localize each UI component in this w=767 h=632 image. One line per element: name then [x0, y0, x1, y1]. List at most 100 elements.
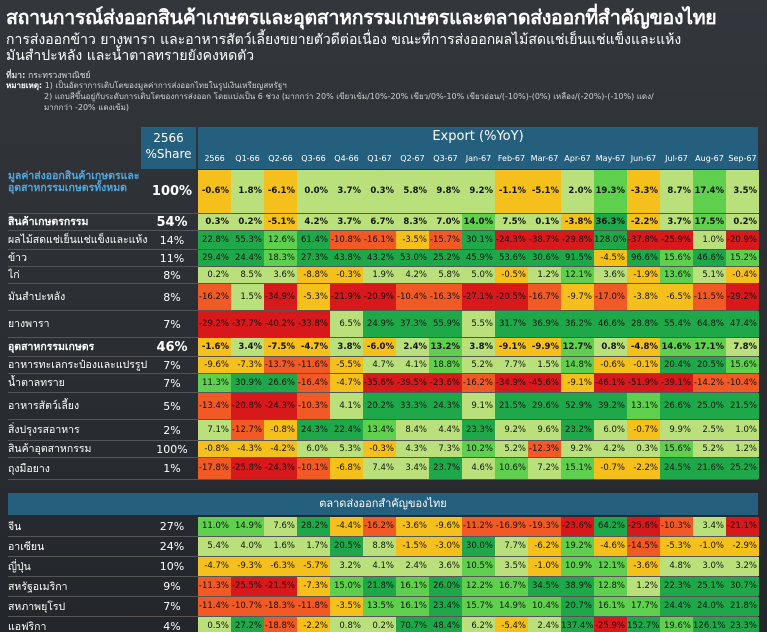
row-cell-3-14: 15.6%: [660, 250, 693, 266]
row-cell-7-0: -1.6%: [198, 338, 231, 356]
market-cell-5-6: 70.7%: [396, 617, 429, 632]
market-cell-0-8: -11.2%: [462, 517, 495, 536]
row-cell-13-10: 7.2%: [528, 458, 561, 479]
market-cell-2-9: 3.5%: [495, 557, 528, 576]
row-cell-13-14: 24.5%: [660, 458, 693, 479]
market-cell-1-15: -1.0%: [693, 537, 726, 556]
row-cell-4-16: -0.4%: [726, 267, 759, 283]
row-separator-9: [8, 392, 758, 393]
market-share-1: 24%: [159, 540, 185, 553]
row-cell-7-15: 17.1%: [693, 338, 726, 356]
row-cell-2-1: 55.3%: [231, 231, 264, 249]
row-cell-11-3: 24.3%: [297, 420, 330, 440]
market-cell-1-1: 4.0%: [231, 537, 264, 556]
row-cell-1-1: 0.2%: [231, 214, 264, 230]
row-cell-1-11: -3.8%: [561, 214, 594, 230]
market-cell-3-2: -21.5%: [264, 577, 297, 596]
row-cell-2-16: -20.9%: [726, 231, 759, 249]
row-cell-10-1: -20.8%: [231, 393, 264, 419]
market-label-2: ญี่ปุ่น: [8, 561, 31, 573]
row-cell-7-2: -7.5%: [264, 338, 297, 356]
market-cell-0-10: -19.3%: [528, 517, 561, 536]
row-cell-11-15: 2.5%: [693, 420, 726, 440]
row-cell-10-14: 26.6%: [660, 393, 693, 419]
row-cell-4-1: 8.5%: [231, 267, 264, 283]
row-separator-2: [8, 249, 758, 250]
market-cell-3-11: 38.9%: [561, 577, 594, 596]
row-cell-8-5: 4.7%: [363, 357, 396, 373]
row-cell-12-8: 10.2%: [462, 441, 495, 457]
market-cell-1-8: 30.0%: [462, 537, 495, 556]
market-cell-2-5: 4.1%: [363, 557, 396, 576]
market-label-1: อาเซียน: [8, 541, 45, 553]
market-cell-1-14: -5.3%: [660, 537, 693, 556]
row-cell-7-9: -9.1%: [495, 338, 528, 356]
row-share-8: 7%: [163, 359, 181, 372]
share-header-box: [141, 127, 196, 169]
row-share-7: 46%: [156, 340, 188, 355]
row-cell-2-6: -3.5%: [396, 231, 429, 249]
row-cell-1-10: 0.1%: [528, 214, 561, 230]
row-share-9: 7%: [163, 377, 181, 390]
row-cell-1-6: 8.3%: [396, 214, 429, 230]
row-cell-5-12: -17.0%: [594, 284, 627, 310]
source-label: ที่มา:: [6, 71, 26, 81]
row-separator-4: [8, 283, 758, 284]
market-cell-2-16: 3.2%: [726, 557, 759, 576]
market-cell-4-7: 23.4%: [429, 597, 462, 616]
market-cell-1-0: 5.4%: [198, 537, 231, 556]
row-cell-10-0: -13.4%: [198, 393, 231, 419]
row-cell-7-4: 3.8%: [330, 338, 363, 356]
row-cell-8-9: 7.7%: [495, 357, 528, 373]
row-cell-0-5: 0.3%: [363, 170, 396, 213]
row-cell-11-11: 23.2%: [561, 420, 594, 440]
market-separator-3: [8, 596, 758, 597]
row-cell-3-4: 43.8%: [330, 250, 363, 266]
row-cell-0-4: 3.7%: [330, 170, 363, 213]
row-cell-13-2: -24.3%: [264, 458, 297, 479]
row-cell-13-0: -17.8%: [198, 458, 231, 479]
market-separator-1: [8, 556, 758, 557]
market-cell-3-7: 26.0%: [429, 577, 462, 596]
row-cell-4-10: 1.2%: [528, 267, 561, 283]
market-cell-2-7: 3.6%: [429, 557, 462, 576]
row-separator-1: [8, 230, 758, 231]
market-cell-4-4: -3.5%: [330, 597, 363, 616]
row-cell-10-12: 39.2%: [594, 393, 627, 419]
row-cell-3-0: 29.4%: [198, 250, 231, 266]
row-cell-7-8: 3.8%: [462, 338, 495, 356]
row-cell-0-13: -3.3%: [627, 170, 660, 213]
market-cell-3-3: -7.3%: [297, 577, 330, 596]
row-cell-3-13: 96.6%: [627, 250, 660, 266]
row-cell-6-7: 55.9%: [429, 311, 462, 337]
row-label-2: ผลไม้สดแช่เย็นแช่แข็งและแห้ง: [8, 234, 148, 246]
row-cell-2-12: 128.0%: [594, 231, 627, 249]
row-share-11: 2%: [163, 424, 181, 437]
row-cell-4-14: 13.6%: [660, 267, 693, 283]
row-cell-4-5: 1.9%: [363, 267, 396, 283]
market-cell-4-8: 15.7%: [462, 597, 495, 616]
row-cell-6-10: 36.9%: [528, 311, 561, 337]
market-cell-3-4: 15.0%: [330, 577, 363, 596]
row-cell-9-4: -4.7%: [330, 374, 363, 392]
row-cell-5-8: -27.1%: [462, 284, 495, 310]
column-header-5: Q1-67: [367, 154, 392, 163]
market-cell-1-13: -14.5%: [627, 537, 660, 556]
row-cell-4-15: 5.1%: [693, 267, 726, 283]
column-header-15: Aug-67: [695, 154, 724, 163]
column-header-8: Jan-67: [465, 154, 492, 163]
row-cell-3-3: 27.3%: [297, 250, 330, 266]
market-label-0: จีน: [8, 521, 22, 533]
row-cell-6-0: -29.2%: [198, 311, 231, 337]
row-cell-4-3: -8.8%: [297, 267, 330, 283]
column-header-13: Jun-67: [630, 154, 657, 163]
page-subtitle: การส่งออกข้าว ยางพารา และอาหารสัตว์เลี้ย…: [6, 32, 764, 64]
market-cell-2-12: 12.1%: [594, 557, 627, 576]
row-cell-7-12: 0.8%: [594, 338, 627, 356]
row-cell-1-5: 6.7%: [363, 214, 396, 230]
market-cell-5-15: 126.1%: [693, 617, 726, 632]
row-cell-6-11: 36.2%: [561, 311, 594, 337]
row-cell-5-5: -20.9%: [363, 284, 396, 310]
row-share-0: 100%: [151, 184, 193, 199]
